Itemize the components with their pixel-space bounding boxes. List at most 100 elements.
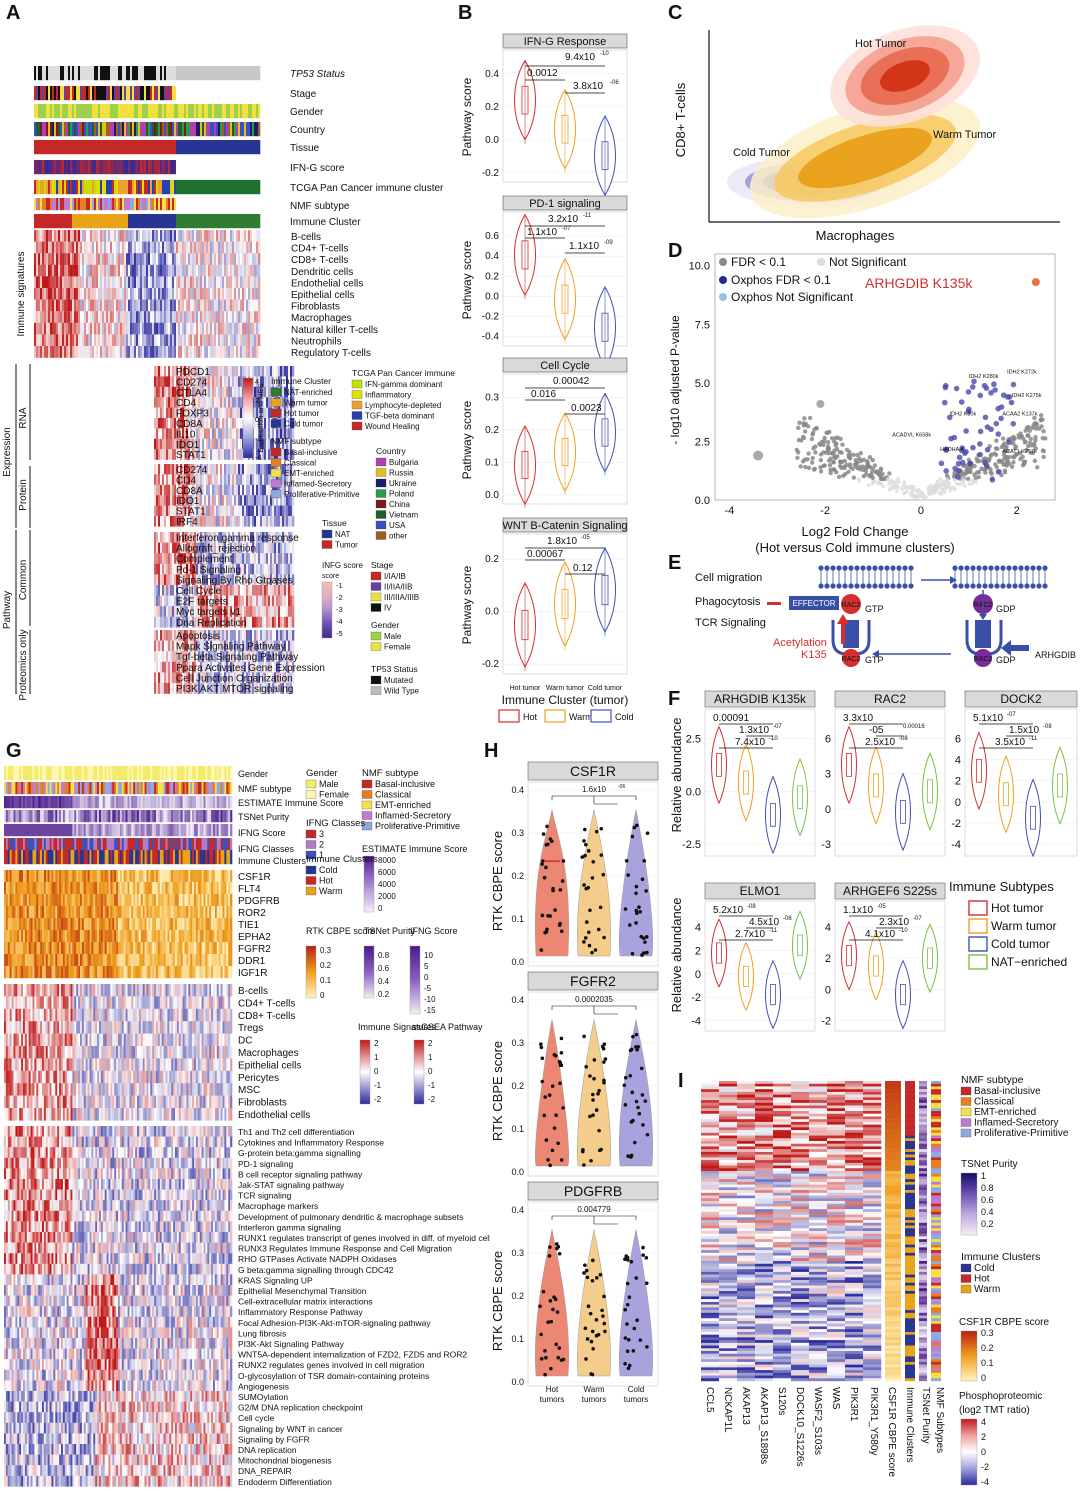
annotation-cell: [218, 104, 221, 119]
annotation-cell: [46, 104, 49, 119]
immune-heat-cell: [232, 311, 235, 323]
annotation-cell: [236, 66, 239, 81]
protein-heat-cell: [292, 516, 295, 527]
annotation-cell: [118, 198, 121, 211]
immune-heat-cell: [212, 230, 215, 242]
annotation-cell: [88, 66, 91, 81]
prot-only-heat-cell: [202, 651, 205, 662]
protein-heat-cell: [158, 516, 161, 527]
immune-heat-cell: [138, 264, 141, 277]
immune-heat-cell: [78, 241, 81, 254]
immune-heat-cell: [90, 346, 93, 358]
rna-heat-cell: [154, 418, 157, 429]
y-tick: 0.6: [485, 231, 499, 242]
immune-heat-cell: [232, 334, 235, 347]
immune-heat-cell: [254, 276, 257, 289]
immune-heat-cell: [72, 311, 75, 323]
volcano-point: [1028, 450, 1034, 456]
prot-only-heat-cell: [164, 661, 167, 673]
immune-heat-cell: [160, 230, 163, 242]
immune-heat-cell: [224, 346, 227, 358]
prot-only-heat-cell: [196, 651, 199, 662]
protein-heat-cell: [168, 474, 171, 485]
common-heat-cell: [166, 532, 169, 543]
immune-heat-cell: [116, 334, 119, 347]
immune-heat-cell: [160, 322, 163, 335]
annotation-cell: [178, 122, 181, 137]
prot-only-heat-cell: [182, 651, 185, 662]
annotation-cell: [210, 180, 213, 195]
prot-only-heat-cell: [278, 683, 281, 694]
annotation-cell: [48, 160, 51, 175]
common-heat-cell: [282, 585, 285, 596]
annotation-cell: [154, 180, 157, 195]
annotation-cell: [164, 198, 167, 211]
immune-heat-cell: [238, 299, 241, 312]
immune-heat-cell: [206, 288, 209, 300]
rna-heat-cell: [206, 449, 209, 460]
protein-heat-cell: [234, 464, 237, 475]
protein-heat-cell: [170, 495, 173, 506]
protein-heat-cell: [204, 516, 207, 527]
common-heat-cell: [278, 606, 281, 617]
legend-swatch: [590, 709, 612, 723]
common-row-label: Dna Replication: [176, 618, 247, 629]
immune-heat-cell: [126, 311, 129, 323]
protein-heat-cell: [244, 505, 247, 517]
rna-heat-cell: [226, 449, 229, 460]
prot-only-heat-cell: [234, 640, 237, 652]
annotation-cell: [220, 86, 223, 101]
common-heat-cell: [216, 616, 219, 628]
annotation-cell: [170, 214, 173, 229]
annotation-cell: [190, 86, 193, 101]
annotation-cell: [34, 122, 37, 137]
legend-nmf-swatch: [270, 468, 282, 478]
immune-heat-cell: [224, 264, 227, 277]
immune-heat-cell: [222, 288, 225, 300]
immune-heat-cell: [66, 311, 69, 323]
immune-heat-cell: [222, 276, 225, 289]
immune-heat-cell: [182, 241, 185, 254]
protein-heat-cell: [174, 516, 177, 527]
immune-heat-cell: [92, 346, 95, 358]
rna-heat-cell: [290, 397, 293, 408]
legend-country-label: Poland: [389, 490, 414, 499]
immune-heat-cell: [68, 264, 71, 277]
protein-heat-cell: [242, 505, 245, 517]
immune-heat-cell: [196, 311, 199, 323]
annotation-cell: [44, 104, 47, 119]
protein-heat-cell: [260, 495, 263, 506]
common-heat-cell: [206, 606, 209, 617]
annotation-row-label: Tissue: [290, 143, 320, 154]
annotation-cell: [120, 66, 123, 81]
immune-heat-cell: [34, 322, 37, 335]
annotation-cell: [248, 180, 251, 195]
protein-heat-cell: [240, 474, 243, 485]
immune-heat-cell: [240, 322, 243, 335]
immune-heat-cell: [202, 322, 205, 335]
immune-heat-cell: [126, 346, 129, 358]
annotation-cell: [222, 86, 225, 101]
immune-heat-cell: [124, 264, 127, 277]
common-heat-cell: [286, 606, 289, 617]
annotation-cell: [176, 214, 179, 229]
common-heat-cell: [264, 595, 267, 607]
prot-only-heat-cell: [290, 630, 293, 641]
annotation-cell: [192, 104, 195, 119]
common-heat-cell: [244, 563, 247, 575]
common-heat-cell: [154, 585, 157, 596]
immune-heat-cell: [258, 299, 261, 312]
immune-heat-cell: [164, 346, 167, 358]
protein-heat-cell: [226, 484, 229, 496]
immune-heat-cell: [228, 264, 231, 277]
annotation-cell: [46, 214, 49, 229]
annotation-cell: [60, 160, 63, 175]
common-heat-cell: [252, 553, 255, 564]
common-heat-cell: [220, 563, 223, 575]
immune-heat-cell: [162, 334, 165, 347]
immune-heat-cell: [174, 334, 177, 347]
rna-heat-cell: [264, 386, 267, 398]
protein-heat-cell: [218, 484, 221, 496]
immune-heat-cell: [210, 241, 213, 254]
annotation-cell: [218, 180, 221, 195]
